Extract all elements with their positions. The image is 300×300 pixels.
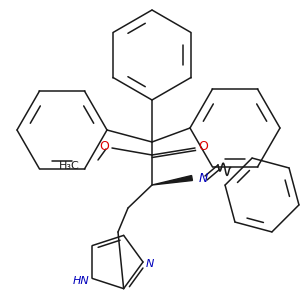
Text: O: O	[99, 140, 109, 152]
Text: N: N	[199, 172, 208, 184]
Text: O: O	[198, 140, 208, 152]
Text: N: N	[146, 259, 154, 269]
Polygon shape	[152, 176, 192, 185]
Text: H₃C: H₃C	[59, 161, 80, 171]
Text: HN: HN	[73, 277, 89, 286]
